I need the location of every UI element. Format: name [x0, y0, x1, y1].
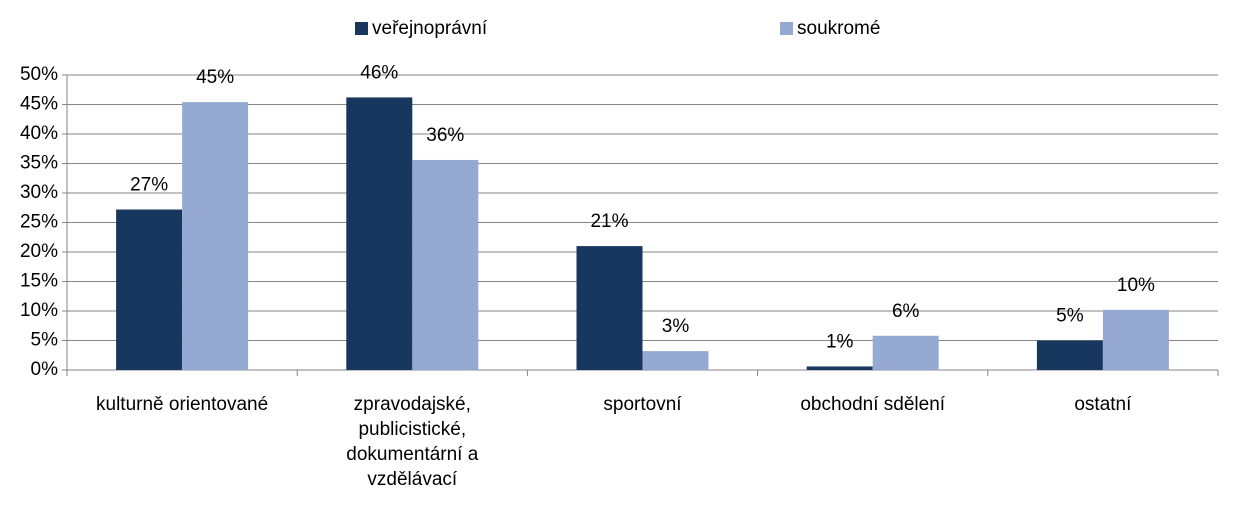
y-tick-label: 15%	[20, 271, 58, 292]
data-label: 46%	[360, 62, 398, 83]
data-label: 3%	[662, 316, 690, 337]
bar	[346, 97, 413, 371]
y-tick-label: 0%	[31, 359, 59, 380]
y-tick-label: 50%	[20, 64, 58, 85]
y-tick-label: 25%	[20, 212, 58, 233]
y-tick-label: 10%	[20, 300, 58, 321]
legend-label: soukromé	[797, 18, 880, 39]
data-label: 27%	[130, 175, 168, 196]
bar	[576, 246, 643, 370]
legend-swatch	[780, 22, 793, 35]
bar	[1036, 340, 1103, 370]
y-tick-label: 5%	[31, 330, 59, 351]
y-tick-label: 45%	[20, 94, 58, 115]
x-tick-label: zpravodajské, publicistické, dokumentárn…	[346, 394, 479, 490]
bar	[806, 366, 873, 370]
legend-label: veřejnoprávní	[372, 18, 488, 39]
data-label: 1%	[826, 331, 854, 352]
data-label: 5%	[1056, 306, 1084, 327]
bar	[872, 335, 939, 370]
bar	[182, 102, 249, 370]
data-label: 6%	[892, 301, 920, 322]
x-tick-label: obchodní sdělení	[800, 394, 946, 415]
bar	[642, 351, 709, 370]
y-tick-label: 40%	[20, 123, 58, 144]
y-tick-label: 20%	[20, 241, 58, 262]
data-label: 21%	[590, 211, 628, 232]
bar	[412, 159, 479, 370]
bar	[1102, 309, 1169, 370]
y-tick-label: 35%	[20, 153, 58, 174]
x-tick-label: ostatní	[1074, 394, 1132, 415]
data-label: 45%	[196, 67, 234, 88]
data-label: 10%	[1117, 275, 1155, 296]
data-label: 36%	[426, 125, 464, 146]
x-tick-label: kulturně orientované	[96, 394, 269, 415]
x-tick-label: sportovní	[603, 394, 682, 415]
legend-swatch	[355, 22, 368, 35]
y-tick-label: 30%	[20, 182, 58, 203]
bar	[116, 209, 183, 370]
